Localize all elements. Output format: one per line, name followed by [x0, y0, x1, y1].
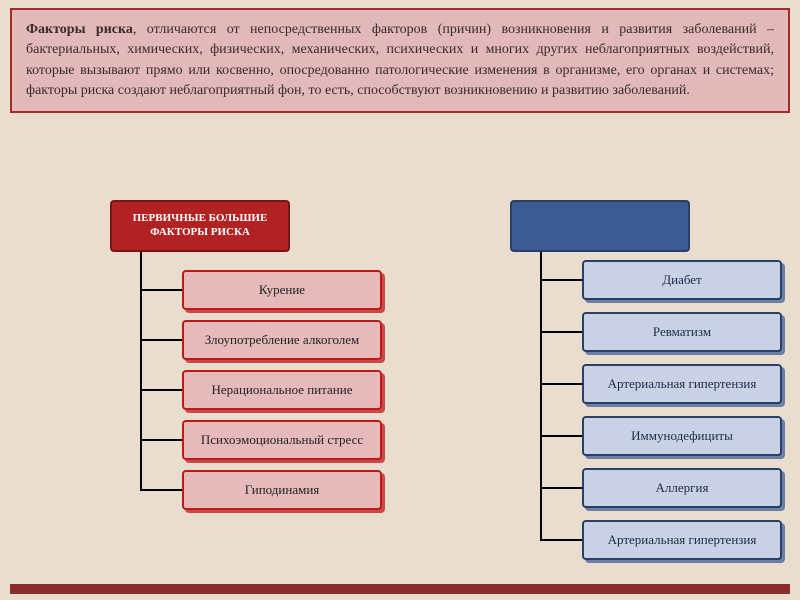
- list-item: Злоупотребление алкоголем: [182, 320, 382, 360]
- list-item: Аллергия: [582, 468, 782, 508]
- list-item: Диабет: [582, 260, 782, 300]
- right-column: Диабет Ревматизм Артериальная гипертензия И…: [400, 200, 800, 582]
- list-item: Гиподинамия: [182, 470, 382, 510]
- intro-bold: Факторы риска: [26, 22, 133, 37]
- footer-bar: [10, 584, 790, 594]
- columns: ПЕРВИЧНЫЕ БОЛЬШИЕ ФАКТОРЫ РИСКА Курение З…: [0, 200, 800, 582]
- list-item: Иммунодефициты: [582, 416, 782, 456]
- left-header-label: ПЕРВИЧНЫЕ БОЛЬШИЕ ФАКТОРЫ РИСКА: [118, 212, 282, 240]
- intro-box: Факторы риска, отличаются от непосредств…: [10, 8, 790, 113]
- list-item: Артериальная гипертензия: [582, 520, 782, 560]
- list-item: Ревматизм: [582, 312, 782, 352]
- page: Факторы риска, отличаются от непосредств…: [0, 0, 800, 600]
- intro-text: , отличаются от непосредственных факторо…: [26, 22, 774, 98]
- list-item: Артериальная гипертензия: [582, 364, 782, 404]
- list-item: Нерациональное питание: [182, 370, 382, 410]
- list-item: Психоэмоциональный стресс: [182, 420, 382, 460]
- left-column: ПЕРВИЧНЫЕ БОЛЬШИЕ ФАКТОРЫ РИСКА Курение З…: [0, 200, 400, 582]
- left-header: ПЕРВИЧНЫЕ БОЛЬШИЕ ФАКТОРЫ РИСКА: [110, 200, 290, 252]
- list-item: Курение: [182, 270, 382, 310]
- right-header: [510, 200, 690, 252]
